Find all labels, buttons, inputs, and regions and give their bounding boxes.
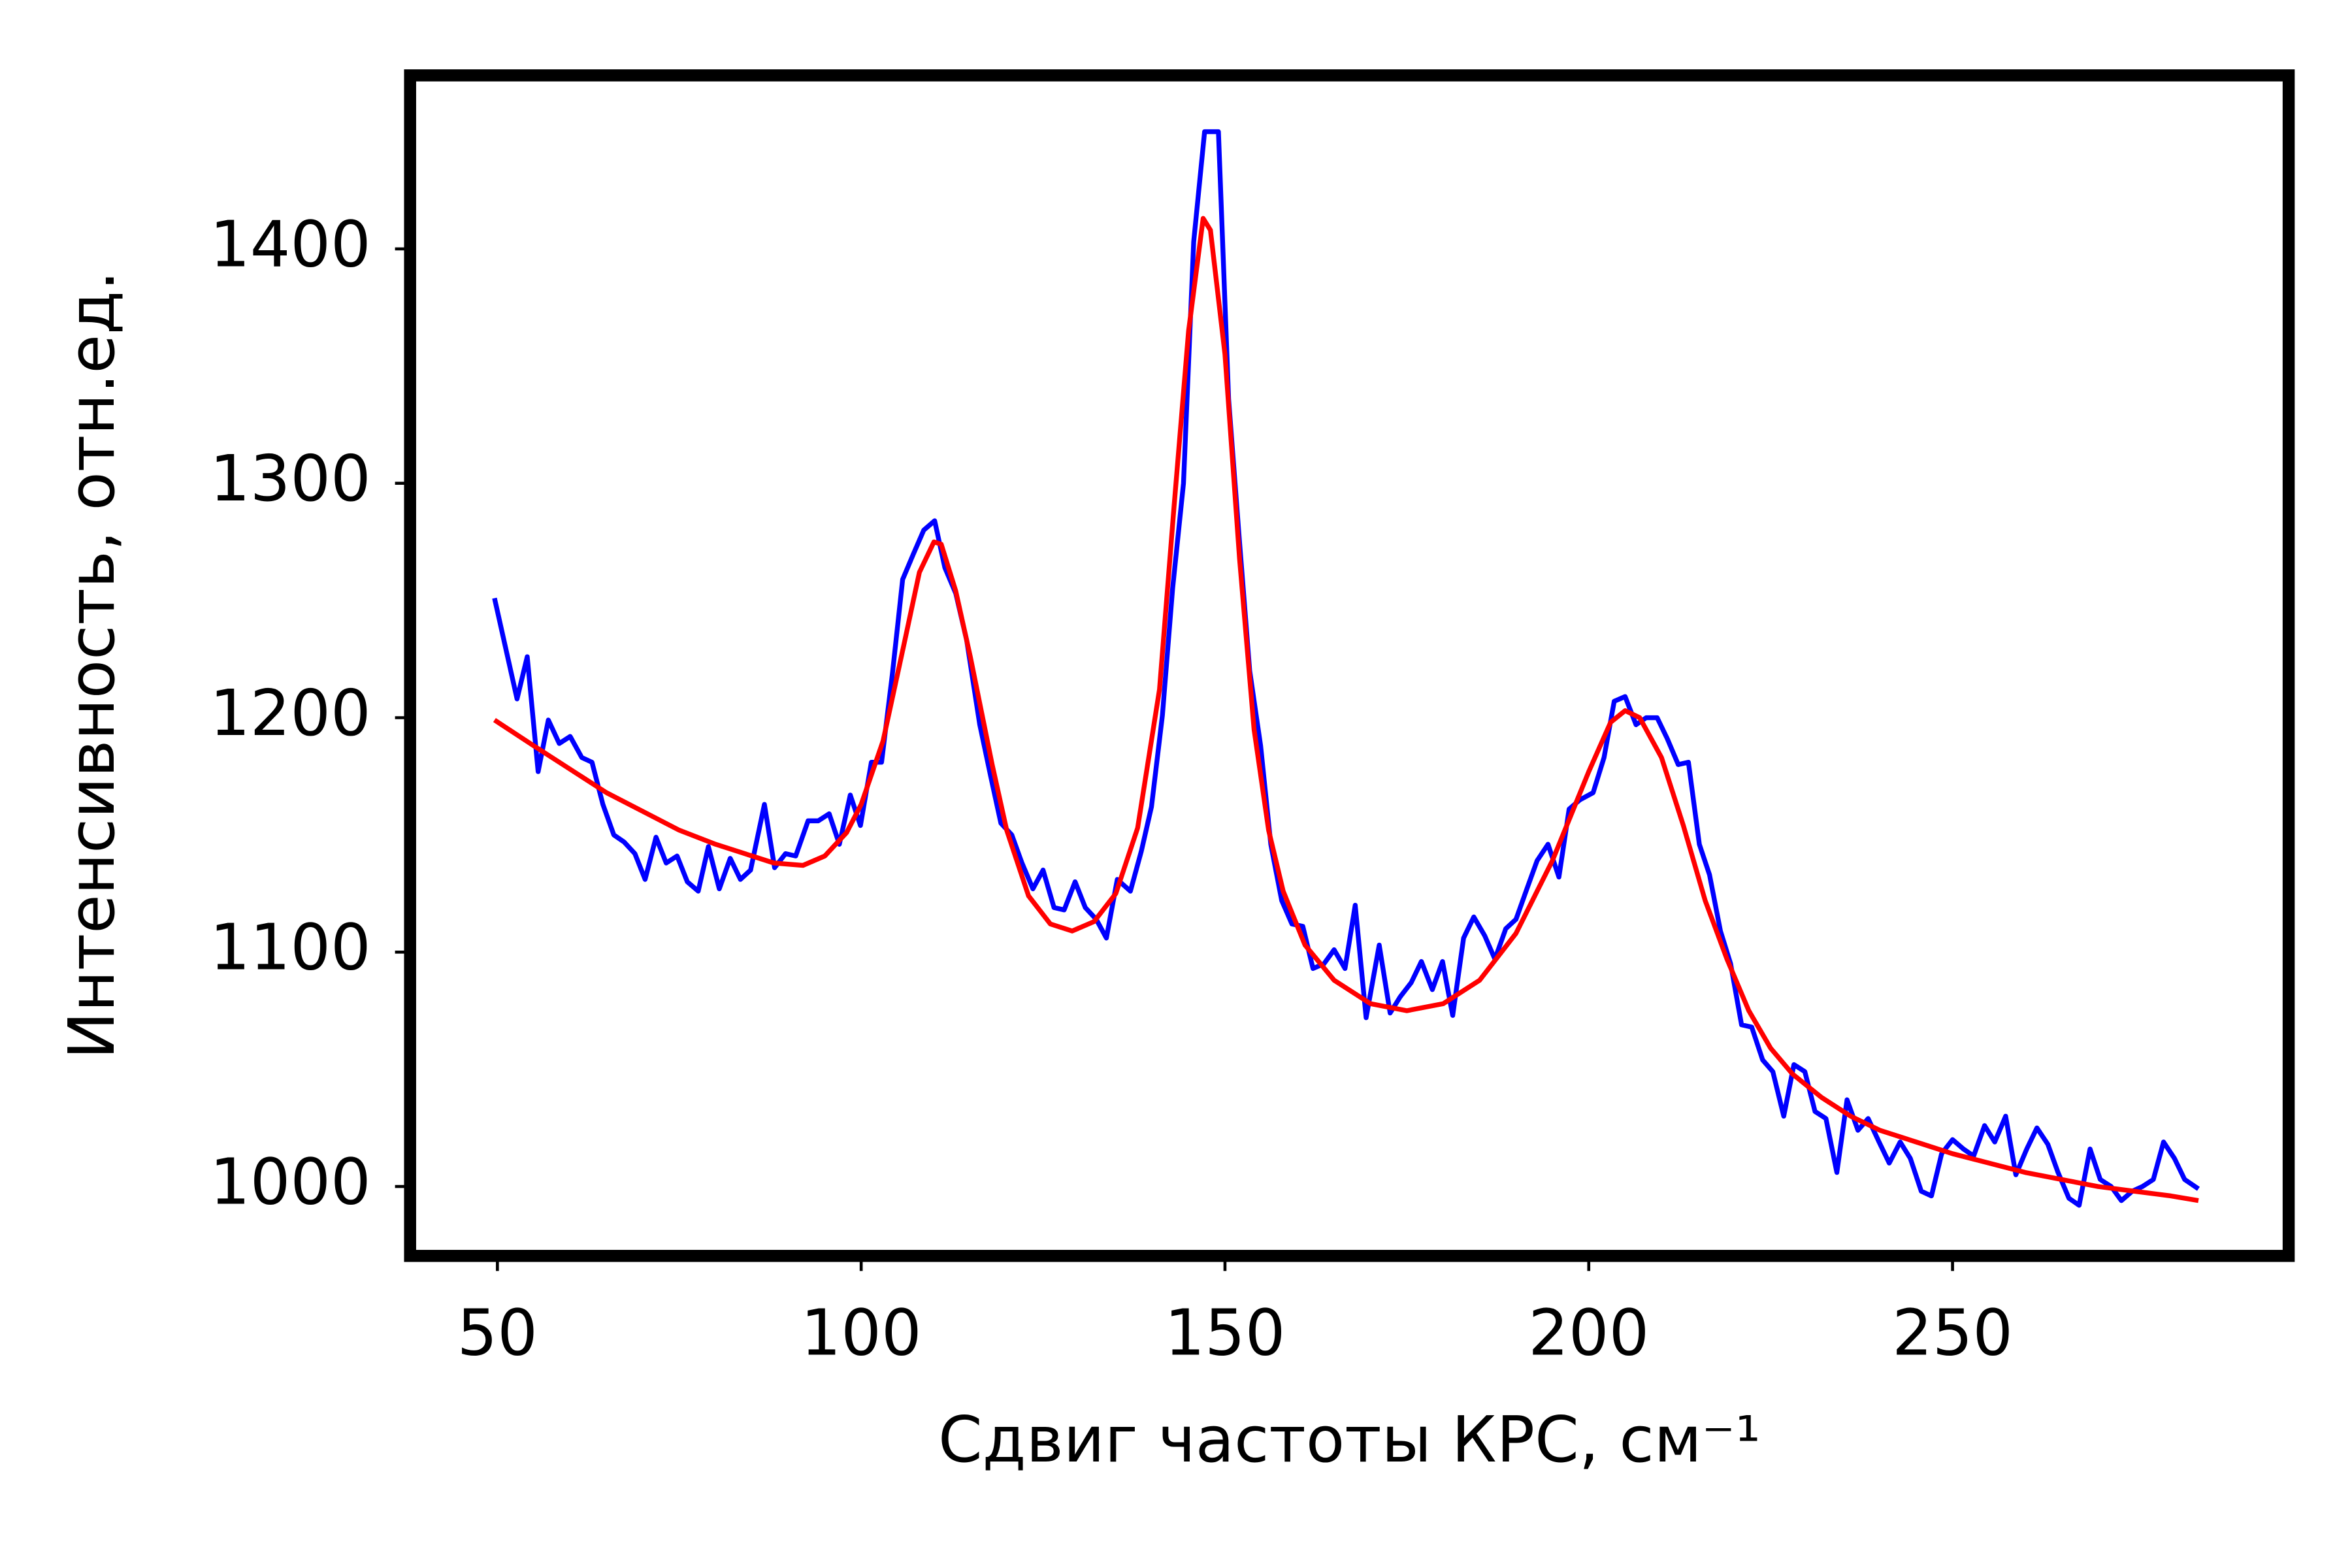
- x-axis-label: Сдвиг частоты КРС, см⁻¹: [938, 1403, 1761, 1477]
- y-axis-label: Интенсивность, отн.ед.: [55, 270, 129, 1059]
- y-tick-label: 1300: [210, 442, 371, 515]
- x-tick-label: 250: [1892, 1296, 2013, 1369]
- y-tick-label: 1100: [210, 911, 371, 985]
- y-tick-label: 1000: [210, 1145, 371, 1218]
- y-tick-label: 1400: [210, 207, 371, 281]
- x-tick-label: 200: [1528, 1296, 1649, 1369]
- y-tick-label: 1200: [210, 676, 371, 750]
- data-line: [493, 216, 2199, 1203]
- x-tick-label: 150: [1164, 1296, 1285, 1369]
- data-line: [492, 129, 2200, 1208]
- x-tick-label: 50: [457, 1296, 538, 1369]
- x-tick-label: 100: [801, 1296, 922, 1369]
- plot-frame: [404, 69, 2295, 1262]
